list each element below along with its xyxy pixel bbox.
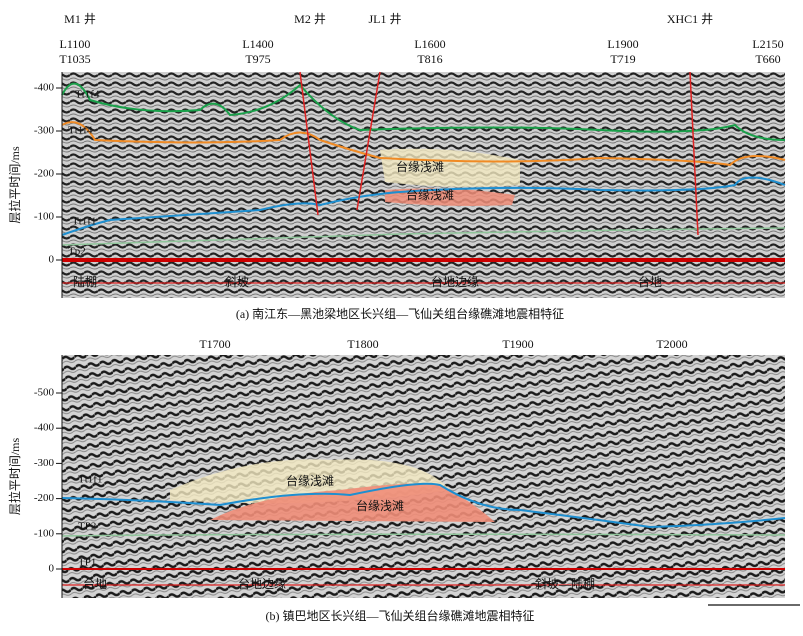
y-axis-label: 层拉平时间/ms [7, 438, 22, 516]
y-axis-label: 层拉平时间/ms [7, 146, 22, 224]
trace-label: L2150 [752, 37, 783, 51]
y-tick-label: -400 [34, 422, 55, 434]
horizon [61, 227, 786, 246]
panel-b: -500 -400 -300 -200 -100 0 层拉平时间/ms (b) 镇巴地区长兴组… [7, 337, 800, 623]
well-trace [299, 71, 699, 236]
facies-label: 台缘浅滩 [396, 159, 444, 174]
horizon-label: Tt1f4 [75, 89, 100, 101]
facies-area [380, 148, 520, 187]
facies-area [210, 483, 495, 522]
y-tick-label: 0 [49, 563, 55, 575]
y-tick-label: 0 [49, 254, 55, 266]
zone-label: 斜坡 [225, 275, 249, 289]
horizon-label: Tt1f1 [72, 216, 96, 228]
horizon-label: TP2 [78, 521, 96, 533]
zone-label: 台地 [638, 274, 662, 289]
trace-label: T660 [755, 52, 780, 66]
horizon [61, 176, 786, 236]
well-label: M2 井 [294, 12, 326, 26]
facies-label: 台缘浅滩 [356, 498, 404, 513]
y-tick-label: -100 [34, 211, 55, 223]
horizon-label: Tp2 [68, 246, 86, 258]
caption: (a) 南江东—黑池梁地区长兴组—飞仙关组台缘礁滩地震相特征 [236, 306, 564, 321]
horizon [61, 533, 786, 537]
trace-label: T1900 [502, 337, 533, 351]
y-tick-label: -200 [34, 492, 55, 504]
zone-label: 台地 [83, 576, 107, 591]
horizon-label: Tt1f4 [68, 125, 93, 137]
well-label: M1 井 [64, 12, 96, 26]
trace-label: L1100 [60, 37, 91, 51]
well-label: XHC1 井 [667, 12, 713, 26]
facies-label: 台缘浅滩 [286, 473, 334, 488]
y-tick-label: -300 [34, 125, 55, 137]
trace-label: L1600 [414, 37, 445, 51]
horizon-label: Tt1f1 [78, 474, 102, 486]
zone-label: 台地边缘 [431, 274, 479, 289]
horizon [61, 121, 786, 167]
y-tick-label: -100 [34, 527, 55, 539]
caption: (b) 镇巴地区长兴组—飞仙关组台缘礁滩地震相特征 [266, 608, 535, 623]
horizon-label: TP1 [78, 557, 96, 569]
horizon [61, 482, 786, 529]
y-tick-label: -200 [34, 168, 55, 180]
zone-label: 陆棚 [73, 274, 97, 289]
trace-label: T1035 [59, 52, 90, 66]
trace-label: T2000 [656, 337, 687, 351]
zone-label: 台地边缘 [238, 576, 286, 591]
facies-area [385, 188, 515, 206]
trace-label: T1800 [347, 337, 378, 351]
trace-label: T975 [245, 52, 270, 66]
trace-label: T719 [610, 52, 635, 66]
y-tick-label: -400 [34, 82, 55, 94]
facies-label: 台缘浅滩 [406, 187, 454, 202]
well-label: JL1 井 [368, 12, 401, 26]
trace-label: T1700 [199, 337, 230, 351]
panel-a: -400 -300 -200 -100 0 层拉平时间/ms (a) 南江东—黑池梁地区长兴… [7, 12, 786, 321]
y-tick-label: -500 [34, 387, 55, 399]
y-tick-label: -300 [34, 457, 55, 469]
trace-label: L1900 [607, 37, 638, 51]
trace-label: T816 [417, 52, 442, 66]
zone-label: 斜坡—陆棚 [535, 576, 595, 591]
trace-label: L1400 [242, 37, 273, 51]
